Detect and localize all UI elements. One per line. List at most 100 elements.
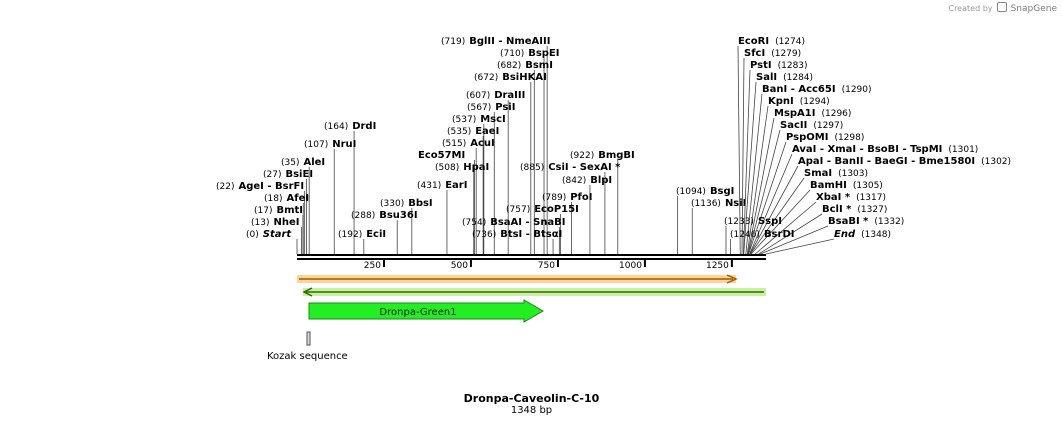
site-position: (736) <box>472 230 497 240</box>
site-name: NsiI <box>724 198 747 209</box>
site-name-extra: - BanII - BaeGI - Bme1580I <box>823 156 976 167</box>
site-position: (682) <box>497 61 522 71</box>
site-label-xbai[interactable]: XbaI * (1317) <box>816 192 890 204</box>
site-label-sfci[interactable]: SfcI (1279) <box>744 48 805 60</box>
site-label-csii[interactable]: (885) CsiI - SexAI * <box>520 162 620 174</box>
site-position: (13) <box>251 218 270 228</box>
site-label-nhei[interactable]: (13) NheI <box>251 217 299 229</box>
site-label-drdi[interactable]: (164) DrdI <box>324 121 376 133</box>
site-label-afei[interactable]: (18) AfeI <box>264 193 309 205</box>
site-name: Start <box>262 229 292 240</box>
site-position: (1296) <box>821 109 852 119</box>
site-position: (18) <box>264 194 283 204</box>
site-label-pfoi[interactable]: (789) PfoI <box>542 192 592 204</box>
site-label-eaei[interactable]: (535) EaeI <box>447 126 499 138</box>
site-position: (1136) <box>691 199 721 209</box>
snapgene-logo-icon <box>997 2 1008 12</box>
site-label-kpni[interactable]: KpnI (1294) <box>768 96 834 108</box>
site-label-psii[interactable]: (567) PsiI <box>467 102 515 114</box>
site-connector <box>747 117 775 255</box>
site-label-ecori[interactable]: EcoRI (1274) <box>738 36 809 48</box>
ruler-tick-label: 750 <box>538 261 555 271</box>
site-label-bani[interactable]: BanI - Acc65I (1290) <box>762 84 876 96</box>
site-label-bsrdi[interactable]: (1246) BsrDI <box>730 229 794 241</box>
site-label-msci[interactable]: (537) MscI <box>452 114 506 126</box>
site-label-bstsi[interactable]: (736) BtsI - BtsαI <box>472 229 562 241</box>
site-name: BamHI <box>810 180 847 191</box>
site-label-end[interactable]: End (1348) <box>834 229 895 241</box>
site-position: (1279) <box>771 49 802 59</box>
site-connector <box>745 93 763 255</box>
site-label-bspei[interactable]: (710) BspEI <box>500 48 560 60</box>
site-label-bcli[interactable]: BclI * (1327) <box>822 204 891 216</box>
site-label-bmgbi[interactable]: (922) BmgBI <box>570 150 635 162</box>
site-label-smai[interactable]: SmaI (1303) <box>804 168 872 180</box>
site-position: (842) <box>562 176 587 186</box>
site-name: PspOMI <box>786 132 829 143</box>
site-label-ecop15i[interactable]: (757) EcoP15I <box>506 204 579 216</box>
site-label-sacii[interactable]: SacII (1297) <box>780 120 847 132</box>
site-position: (1294) <box>799 97 830 107</box>
site-name: BlpI <box>590 175 613 186</box>
site-label-bsgi[interactable]: (1094) BsgI <box>676 186 734 198</box>
site-position: (1302) <box>981 157 1012 167</box>
site-connector <box>754 201 817 255</box>
site-name: HpaI <box>463 162 490 173</box>
site-label-bsihkai[interactable]: (672) BsiHKAI <box>474 72 547 84</box>
site-label-nrui[interactable]: (107) NruI <box>304 139 356 151</box>
site-label-ecii[interactable]: (192) EciI <box>338 229 386 241</box>
ruler-tick-label: 1250 <box>706 261 729 271</box>
site-label-eco57mi[interactable]: Eco57MI <box>418 150 465 162</box>
site-label-bamhi[interactable]: BamHI (1305) <box>810 180 887 192</box>
site-position: (719) <box>441 37 466 47</box>
site-label-draiii[interactable]: (607) DraIII <box>466 90 525 102</box>
site-label-blpi[interactable]: (842) BlpI <box>562 175 612 187</box>
site-name: PsiI <box>495 102 516 113</box>
site-label-bsaai[interactable]: (754) BsaAI - SnaBI <box>462 217 566 229</box>
site-label-hpai[interactable]: (508) HpaI <box>435 162 489 174</box>
site-label-acui[interactable]: (515) AcuI <box>442 138 495 150</box>
site-connector <box>750 189 811 255</box>
site-label-bsabi[interactable]: BsaBI * (1332) <box>828 216 908 228</box>
site-position: (1297) <box>813 121 844 131</box>
site-label-psti[interactable]: PstI (1283) <box>750 60 812 72</box>
site-position: (537) <box>452 115 477 125</box>
site-position: (1233) <box>724 217 754 227</box>
site-label-alei[interactable]: (35) AleI <box>281 157 325 169</box>
site-position: (672) <box>474 73 499 83</box>
site-label-eari[interactable]: (431) EarI <box>417 180 467 192</box>
site-label-bbsi[interactable]: (330) BbsI <box>380 198 433 210</box>
site-name: BglII <box>469 36 495 47</box>
site-label-mspa1i[interactable]: MspA1I (1296) <box>774 108 855 120</box>
site-label-sali[interactable]: SalI (1284) <box>756 72 817 84</box>
site-name: BsaAI <box>490 217 522 228</box>
site-label-bsiei[interactable]: (27) BsiEI <box>263 169 313 181</box>
forward-feature-arrow <box>297 274 738 284</box>
site-label-bglii[interactable]: (719) BglII - NmeAIII <box>441 36 550 48</box>
site-label-agei[interactable]: (22) AgeI - BsrFI <box>216 181 304 193</box>
site-label-apai[interactable]: ApaI - BanII - BaeGI - Bme1580I (1302) <box>798 156 1015 168</box>
site-name: BsiHKAI <box>502 72 547 83</box>
site-name: BmtI <box>276 205 304 216</box>
ruler-tick-label: 500 <box>451 261 468 271</box>
site-label-psp0mi[interactable]: PspOMI (1298) <box>786 132 868 144</box>
site-name: AvaI <box>792 144 817 155</box>
site-name: SalI <box>756 72 778 83</box>
site-position: (1301) <box>948 145 979 155</box>
site-label-sspi[interactable]: (1233) SspI <box>724 216 782 228</box>
site-label-bsu36i[interactable]: (288) Bsu36I <box>351 210 418 222</box>
dronpa-green1-feature[interactable]: Dronpa-Green1 <box>308 299 544 323</box>
site-connector <box>758 213 823 255</box>
site-label-bmti[interactable]: (17) BmtI <box>254 205 303 217</box>
site-name: BsiEI <box>285 169 314 180</box>
site-connector <box>742 69 751 255</box>
site-label-avai[interactable]: AvaI - XmaI - BsoBI - TspMI (1301) <box>792 144 982 156</box>
site-label-start[interactable]: (0) Start <box>246 229 291 241</box>
site-position: (922) <box>570 151 595 161</box>
site-label-nsii[interactable]: (1136) NsiI <box>691 198 746 210</box>
site-connector <box>746 105 769 255</box>
site-name: BspEI <box>528 48 560 59</box>
site-name: AleI <box>303 157 326 168</box>
site-label-bsmi[interactable]: (682) BsmI <box>497 60 553 72</box>
kozak-feature[interactable] <box>306 331 311 346</box>
